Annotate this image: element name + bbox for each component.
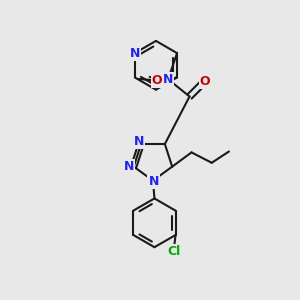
Text: O: O: [152, 74, 162, 87]
Text: N: N: [124, 160, 134, 173]
Text: N: N: [130, 46, 140, 60]
Text: Cl: Cl: [167, 245, 181, 258]
Text: N: N: [148, 175, 159, 188]
Text: O: O: [200, 74, 210, 88]
Text: N: N: [163, 73, 173, 86]
Text: N: N: [134, 135, 145, 148]
